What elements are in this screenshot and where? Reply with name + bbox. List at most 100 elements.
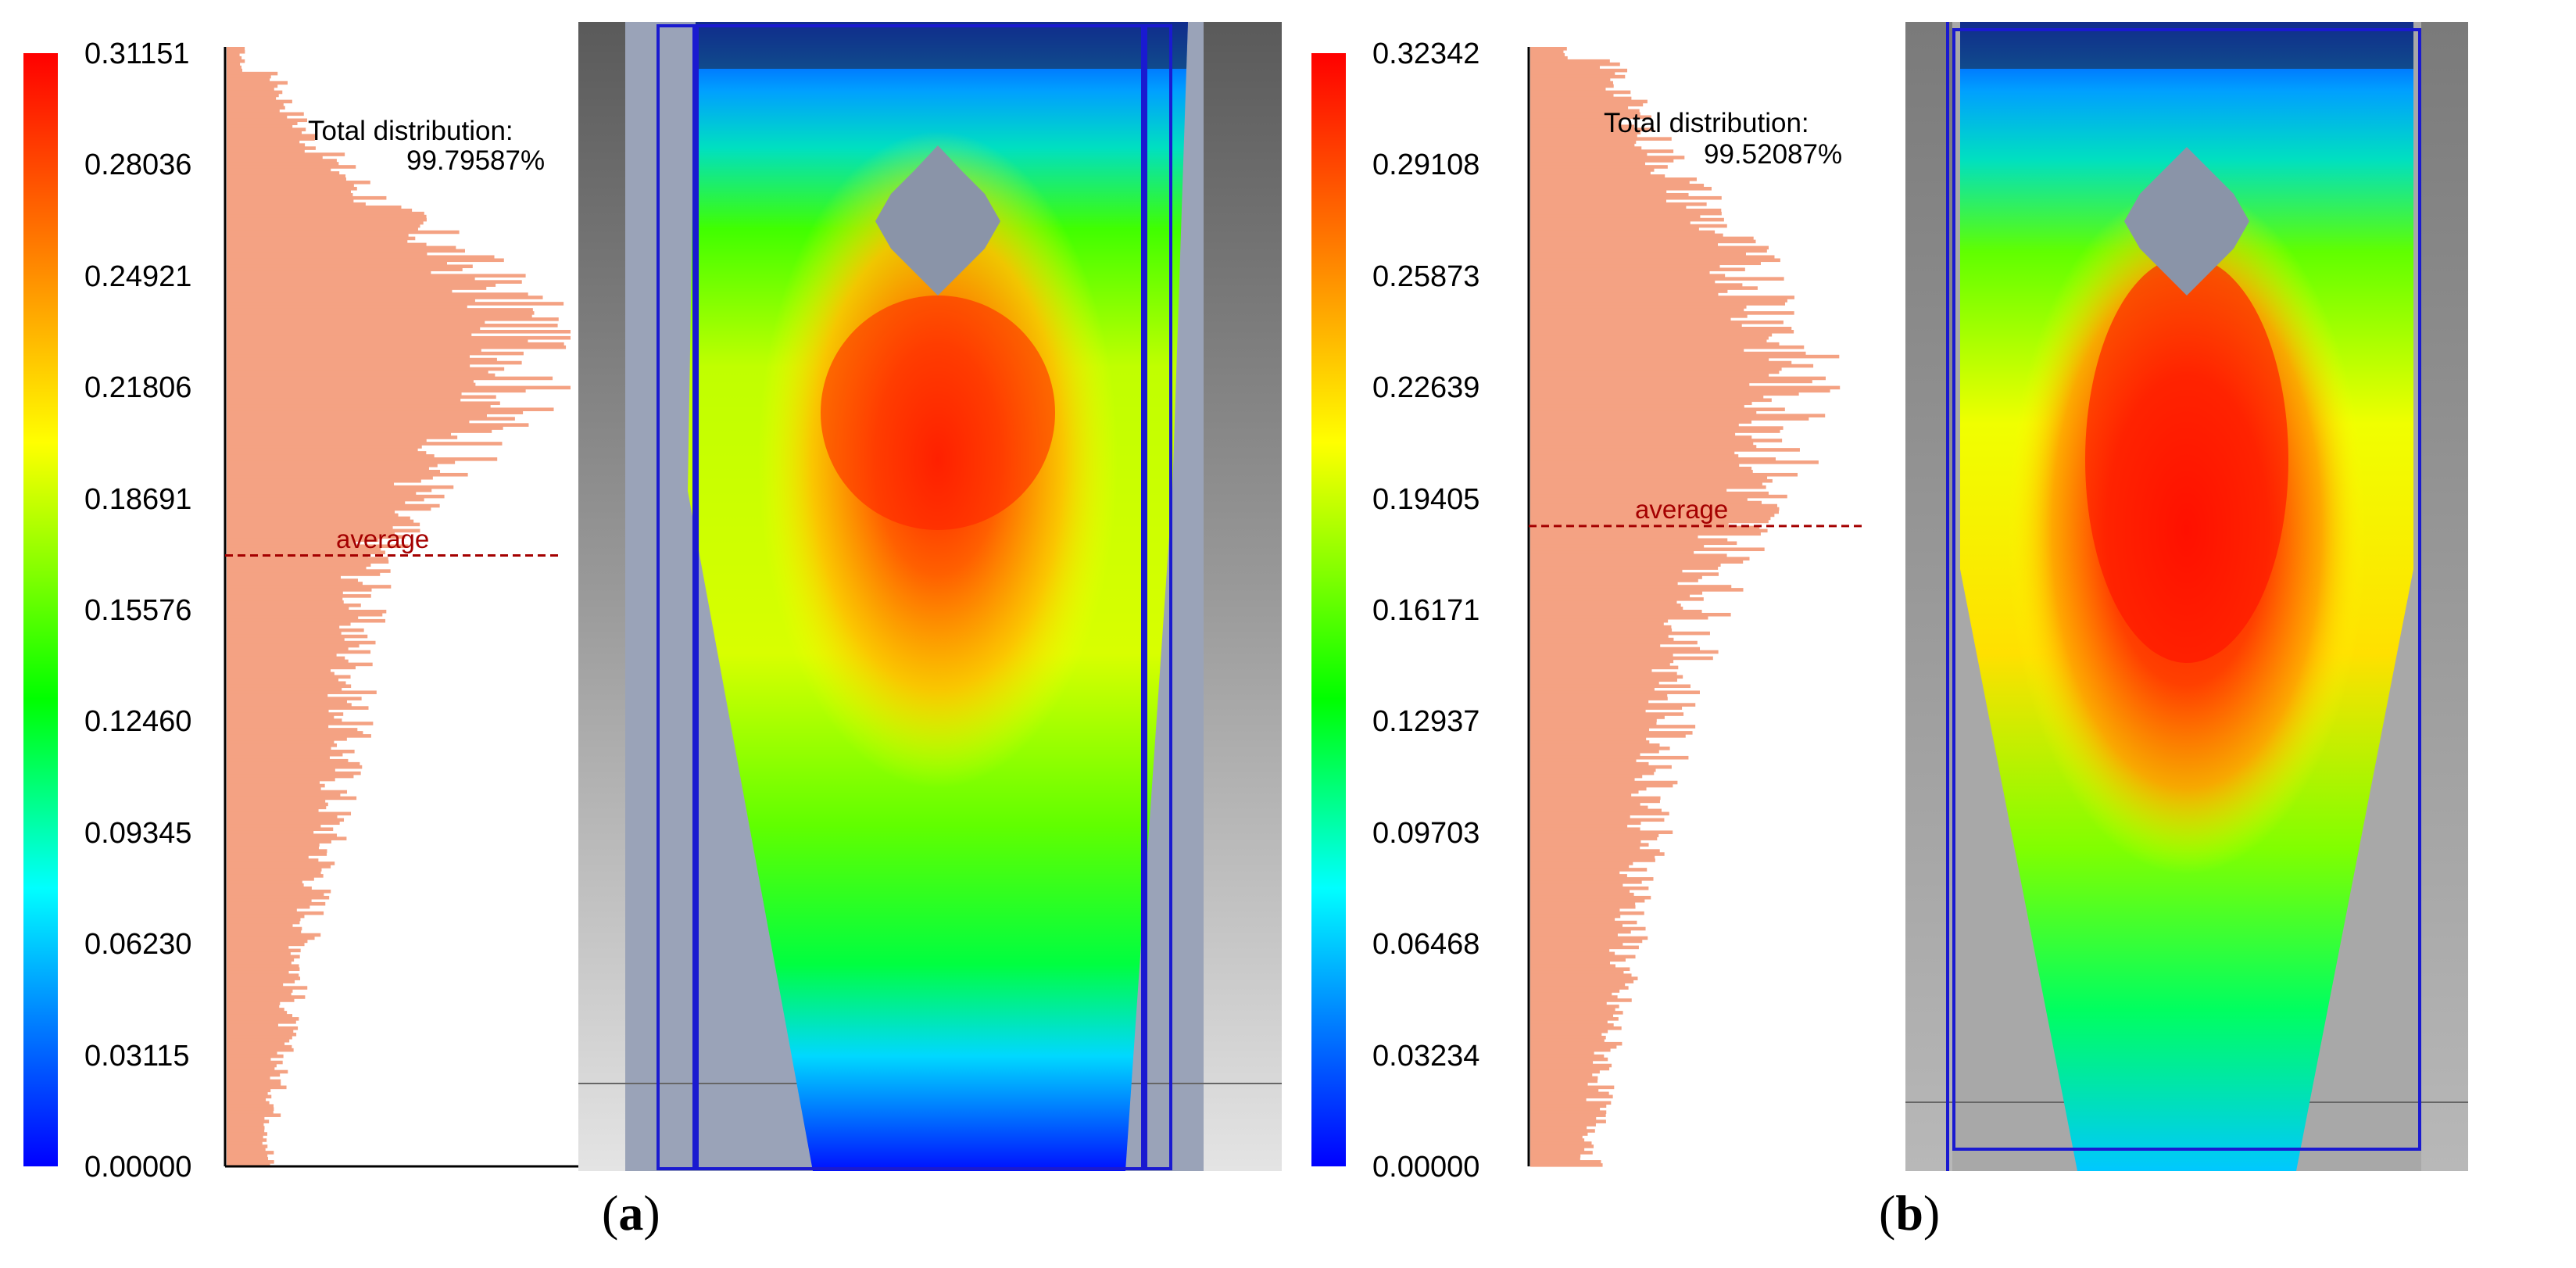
- histogram-bar: [227, 591, 343, 595]
- histogram-bar: [1530, 843, 1649, 847]
- histogram-bar: [1530, 678, 1677, 682]
- histogram-bar: [227, 348, 481, 353]
- histogram-bar: [227, 1051, 277, 1055]
- histogram-bar: [1530, 768, 1656, 772]
- histogram-bar: [1530, 494, 1787, 499]
- histogram-bar: [227, 908, 297, 912]
- histogram-bar: [227, 740, 335, 744]
- histogram-bar: [1530, 1163, 1603, 1167]
- histogram-bar: [227, 264, 473, 269]
- histogram-bar: [227, 572, 381, 576]
- histogram-bar: [1530, 675, 1683, 679]
- histogram-bar: [1530, 99, 1648, 104]
- scale-tick-label: 0.09703: [1372, 816, 1480, 850]
- histogram-bar: [227, 861, 335, 865]
- histogram-bar: [227, 681, 346, 686]
- scale-tick-label: 0.31151: [84, 38, 190, 70]
- histogram-bars: [1530, 47, 1841, 1167]
- histogram-bar: [227, 460, 456, 464]
- histogram-bar: [227, 1126, 265, 1130]
- histogram-bar: [1530, 71, 1615, 76]
- histogram-bar: [227, 1020, 296, 1024]
- histogram-bar: [227, 1132, 267, 1136]
- histogram-bar: [1530, 1032, 1602, 1037]
- histogram-bar: [227, 245, 456, 250]
- hole-marker: [2124, 147, 2249, 296]
- histogram-bar: [227, 74, 271, 79]
- histogram-bar: [227, 796, 357, 801]
- histogram-bar: [1530, 1088, 1599, 1093]
- histogram-bar: [227, 81, 288, 85]
- histogram-bar: [1530, 308, 1744, 312]
- histogram-bar: [227, 56, 242, 60]
- histogram-bar: [227, 1029, 294, 1033]
- histogram-bar: [1530, 500, 1762, 505]
- histogram-bar: [227, 557, 388, 561]
- histogram-bar: [1530, 220, 1690, 225]
- scale-tick-label: 0.03234: [1372, 1039, 1480, 1073]
- histogram-bar: [1530, 877, 1654, 881]
- histogram-bar: [227, 1135, 263, 1139]
- histogram-bar: [227, 373, 496, 378]
- histogram-bar: [1530, 790, 1639, 794]
- histogram-bar: [1530, 970, 1624, 974]
- histogram-bar: [1530, 184, 1705, 188]
- histogram-bar: [1530, 202, 1707, 206]
- histogram-bar: [1530, 159, 1674, 163]
- histogram-bar: [1530, 563, 1721, 567]
- histogram-bar: [1530, 242, 1719, 247]
- histogram-bar: [1530, 165, 1668, 169]
- histogram-bar: [227, 914, 305, 919]
- histogram-bar: [1530, 656, 1713, 661]
- histogram-bar: [227, 637, 345, 642]
- histogram-bar: [227, 607, 349, 611]
- histogram-bar: [227, 296, 543, 299]
- histogram-bar: [1530, 557, 1750, 561]
- histogram-bar: [227, 880, 302, 884]
- hot-core: [2085, 256, 2288, 663]
- histogram-bar: [1530, 507, 1780, 511]
- histogram-bar: [227, 1157, 269, 1161]
- histogram-bar: [1530, 525, 1760, 530]
- histogram-bar: [227, 675, 351, 679]
- histogram-bar: [1530, 609, 1702, 614]
- scale-tick-label: 0.12460: [84, 705, 192, 739]
- histogram-bar: [227, 426, 503, 430]
- histogram-bar: [227, 811, 352, 816]
- histogram-bar: [227, 743, 338, 747]
- histogram-bar: [1530, 703, 1696, 707]
- histogram-bar: [227, 1129, 265, 1133]
- histogram-bar: [1530, 90, 1631, 95]
- histogram-bar: [1530, 634, 1669, 639]
- distribution-histogram: [1527, 47, 1866, 1167]
- histogram-bar: [227, 752, 343, 757]
- histogram-bar: [1530, 709, 1646, 713]
- histogram-bar: [227, 410, 524, 414]
- histogram-bar: [227, 747, 331, 750]
- histogram-bar: [227, 852, 327, 856]
- histogram-bar: [227, 516, 410, 521]
- histogram-bar: [227, 469, 441, 474]
- histogram-bar: [1530, 628, 1673, 632]
- histogram-bar: [1530, 1008, 1615, 1012]
- histogram-bar: [1530, 332, 1773, 337]
- histogram-bar: [1530, 749, 1659, 754]
- histogram-bar: [1530, 1057, 1608, 1062]
- histogram-bar: [227, 482, 395, 486]
- histogram-bar: [227, 889, 331, 894]
- scale-tick-label: 0.12937: [1372, 705, 1480, 739]
- histogram-bar: [227, 643, 360, 648]
- histogram-bar: [1530, 457, 1776, 461]
- histogram-bar: [1530, 404, 1744, 409]
- histogram-bar: [1530, 793, 1632, 797]
- color-scale-bar: [23, 53, 58, 1166]
- histogram-bar: [1530, 752, 1640, 757]
- histogram-bar: [1530, 786, 1647, 791]
- histogram-bar: [1530, 942, 1623, 947]
- histogram-bar: [227, 827, 334, 831]
- histogram-bar: [227, 585, 392, 589]
- histogram-bar: [1530, 796, 1661, 801]
- histogram-bar: [227, 84, 278, 88]
- histogram-bar: [1530, 805, 1648, 810]
- histogram-bar: [1530, 973, 1632, 977]
